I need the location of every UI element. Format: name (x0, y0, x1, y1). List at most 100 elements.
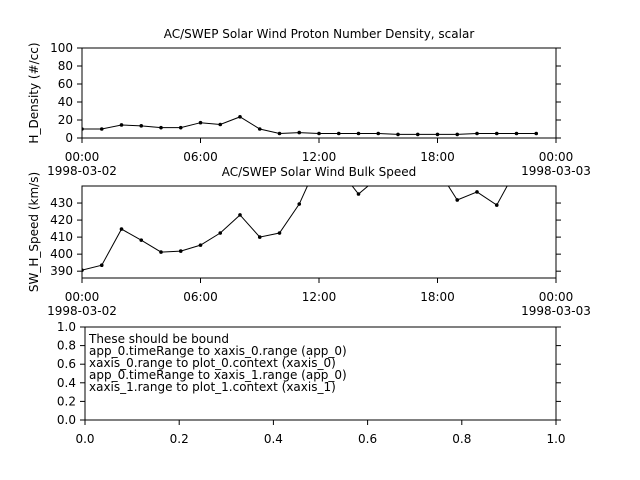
y-tick-label: 0.4 (57, 376, 76, 390)
x-tick-label: 0.2 (170, 432, 189, 446)
x-date-label: 1998-03-02 (47, 304, 117, 318)
point (218, 122, 223, 127)
x-tick-label: 1.0 (546, 432, 565, 446)
x-tick-label: 00:00 (539, 290, 574, 304)
y-tick-label: 60 (58, 77, 73, 91)
panel-title: AC/SWEP Solar Wind Bulk Speed (222, 165, 416, 179)
point (415, 132, 420, 137)
x-tick-label: 0.6 (358, 432, 377, 446)
y-tick-label: 100 (50, 41, 73, 55)
point (494, 131, 499, 136)
x-tick-label: 00:00 (65, 290, 100, 304)
y-tick-label: 420 (50, 213, 73, 227)
x-tick-label: 06:00 (183, 290, 218, 304)
point (356, 192, 361, 196)
point (494, 203, 499, 207)
series (82, 159, 538, 272)
point (297, 130, 302, 135)
point (416, 167, 420, 171)
y-tick-label: 0.2 (57, 394, 76, 408)
point (257, 235, 262, 239)
point (317, 131, 321, 136)
y-tick-label: 400 (50, 247, 73, 261)
point (238, 213, 242, 217)
plot-frame (81, 47, 557, 139)
x-tick-label: 06:00 (183, 150, 218, 164)
point (455, 132, 460, 137)
point (534, 131, 539, 136)
y-tick-label: 0.8 (57, 339, 76, 353)
point (257, 127, 262, 131)
point (455, 198, 460, 202)
panel: AC/SWEP Solar Wind Bulk Speed SW_H_Speed … (27, 159, 591, 318)
x-tick-label: 12:00 (302, 150, 337, 164)
annotation: app_0.timeRange to xaxis_1.range (app_0) (89, 368, 347, 382)
point (139, 124, 144, 128)
panel: 0.0 0.2 0.4 0.6 0.8 1.0 0.0 0.2 0.4 0.6 0.8 1.0 Thes… (57, 320, 566, 446)
x-tick-label: 18:00 (420, 150, 455, 164)
x-tick-label: 00:00 (539, 150, 574, 164)
annotation: xaxis_1.range to plot_1.context (xaxis_1… (89, 380, 336, 394)
y-tick-label: 410 (50, 230, 73, 244)
point (198, 120, 203, 125)
point (297, 202, 302, 206)
x-tick-label: 0.4 (264, 432, 283, 446)
x-tick-label: 0.8 (452, 432, 471, 446)
series (82, 115, 539, 137)
point (475, 131, 479, 136)
point (515, 167, 519, 171)
plot-frame (84, 326, 557, 421)
point (475, 190, 479, 194)
y-tick-label: 0 (65, 131, 73, 145)
point (82, 268, 84, 272)
point (99, 263, 104, 268)
point (436, 167, 440, 171)
point (514, 131, 519, 136)
point (159, 250, 163, 254)
plot-frame (81, 185, 557, 279)
x-tick-label: 00:00 (65, 150, 100, 164)
y-axis-label: H_Density (#/cc) (27, 42, 41, 143)
x-date-label: 1998-03-03 (521, 304, 591, 318)
x-date-label: 1998-03-03 (521, 164, 591, 178)
point (238, 115, 242, 119)
point (198, 243, 203, 247)
annotation: These should be bound (88, 332, 229, 346)
y-tick-label: 0.6 (57, 357, 76, 371)
y-axis-label: SW_H_Speed (km/s) (27, 172, 41, 292)
point (139, 238, 144, 242)
point (435, 132, 440, 137)
panel: AC/SWEP Solar Wind Proton Number Density… (27, 27, 591, 178)
point (218, 231, 223, 235)
point (178, 125, 183, 130)
y-tick-label: 80 (58, 59, 73, 73)
y-tick-label: 1.0 (57, 320, 76, 334)
y-tick-label: 40 (58, 95, 73, 109)
point (396, 132, 400, 137)
point (336, 131, 341, 136)
point (82, 127, 84, 131)
x-tick-label: 0.0 (75, 432, 94, 446)
point (159, 125, 163, 130)
point (178, 249, 183, 253)
point (119, 123, 124, 127)
x-date-label: 1998-03-02 (47, 164, 117, 178)
y-tick-label: 20 (58, 113, 73, 127)
line (82, 116, 537, 135)
annotation: app_0.timeRange to xaxis_0.range (app_0) (89, 344, 347, 358)
y-tick-label: 0.0 (57, 413, 76, 427)
panel-title: AC/SWEP Solar Wind Proton Number Density… (164, 27, 475, 41)
point (119, 227, 124, 231)
line (82, 186, 508, 271)
point (99, 127, 104, 131)
point (376, 131, 381, 136)
annotation: xaxis_0.range to plot_0.context (xaxis_0… (89, 356, 336, 370)
point (534, 159, 538, 163)
point (356, 131, 361, 136)
y-tick-label: 390 (50, 264, 73, 278)
y-tick-label: 430 (50, 196, 73, 210)
point (277, 131, 282, 136)
point (277, 231, 282, 235)
x-tick-label: 18:00 (420, 290, 455, 304)
